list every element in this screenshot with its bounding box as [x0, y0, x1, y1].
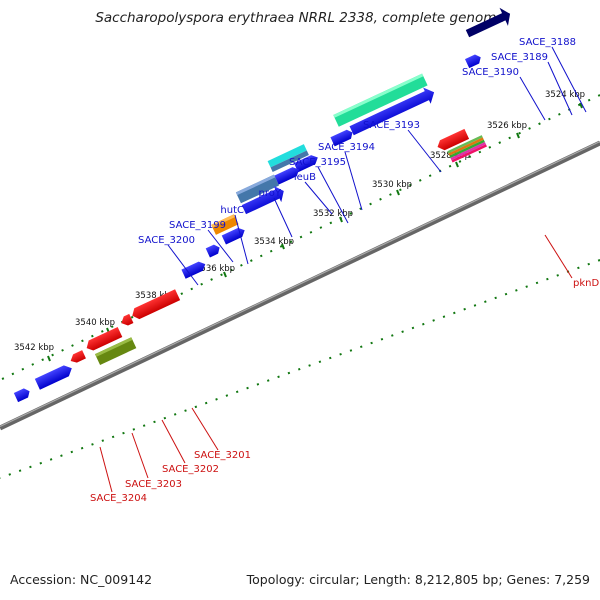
feature-left-cds[interactable] — [12, 363, 75, 403]
feature-sace-3188[interactable] — [463, 5, 514, 43]
tick-label: 3524 kbp — [545, 90, 585, 100]
gene-label[interactable]: SACE_3188 — [519, 37, 576, 48]
gene-label[interactable]: SACE_3202 — [162, 464, 219, 475]
gene-label[interactable]: SACE_3194 — [318, 142, 375, 153]
gene-label[interactable]: SACE_3201 — [194, 450, 251, 461]
forward-labels: SACE_3188 SACE_3189 SACE_3190 SACE_3193 … — [138, 37, 576, 246]
tick-label: 3534 kbp — [254, 237, 294, 247]
tick-label: 3542 kbp — [14, 343, 54, 353]
tick-label: 3538 kbp — [135, 291, 175, 301]
tick-label: 3530 kbp — [372, 180, 412, 190]
feature-sace-3199[interactable] — [204, 226, 249, 258]
major-ticks — [47, 102, 583, 362]
feature-proy-cds[interactable] — [240, 183, 287, 218]
feature-pknd-stack[interactable] — [447, 135, 487, 163]
feature-sace-3193[interactable] — [333, 73, 428, 127]
feature-sace-3195[interactable] — [273, 153, 321, 185]
tick-label: 3532 kbp — [313, 209, 353, 219]
tick-label: 3526 kbp — [487, 121, 527, 131]
outer-tick-ring — [0, 94, 600, 381]
gene-label[interactable]: SACE_3190 — [462, 67, 519, 78]
gene-label[interactable]: proY — [259, 188, 282, 199]
feature-sace-3204[interactable] — [69, 350, 86, 364]
gene-label[interactable]: SACE_3203 — [125, 479, 182, 490]
summary-text: Topology: circular; Length: 8,212,805 bp… — [246, 572, 590, 587]
map-title: Saccharopolyspora erythraea NRRL 2338, c… — [95, 10, 504, 26]
label-leaders — [99, 46, 587, 493]
gene-label[interactable]: leuB — [294, 172, 316, 183]
gene-label[interactable]: SACE_3204 — [90, 493, 147, 504]
tick-label: 3540 kbp — [75, 318, 115, 328]
feature-sace-3201[interactable] — [130, 289, 181, 321]
tick-label: 3536 kbp — [195, 264, 235, 274]
reverse-features — [69, 128, 487, 365]
gene-label[interactable]: SACE_3193 — [363, 120, 420, 131]
feature-olive[interactable] — [95, 337, 137, 365]
feature-sace-3190[interactable] — [464, 53, 483, 69]
genome-backbone — [0, 140, 600, 431]
gene-label[interactable]: SACE_3189 — [491, 52, 548, 63]
feature-sace-3194[interactable] — [330, 128, 354, 147]
feature-pknd[interactable] — [435, 128, 470, 152]
reverse-labels: pknD SACE_3201 SACE_3202 SACE_3203 SACE_… — [90, 278, 599, 504]
gene-label[interactable]: SACE_3195 — [289, 157, 346, 168]
gene-label[interactable]: SACE_3199 — [169, 220, 226, 231]
feature-sace-3193-cds[interactable] — [348, 84, 438, 139]
gene-label[interactable]: pknD — [573, 278, 599, 289]
gene-label[interactable]: hutC — [220, 205, 244, 216]
inner-tick-ring — [0, 259, 600, 479]
forward-features — [12, 5, 514, 403]
feature-sace-3203[interactable] — [84, 326, 123, 353]
feature-sace-3200[interactable] — [181, 260, 207, 279]
feature-proy[interactable] — [235, 174, 280, 204]
gene-label[interactable]: SACE_3200 — [138, 235, 195, 246]
feature-sace-3202[interactable] — [119, 313, 134, 328]
feature-hutc[interactable] — [211, 214, 239, 235]
feature-leub[interactable] — [267, 144, 309, 172]
accession-text: Accession: NC_009142 — [10, 572, 152, 587]
